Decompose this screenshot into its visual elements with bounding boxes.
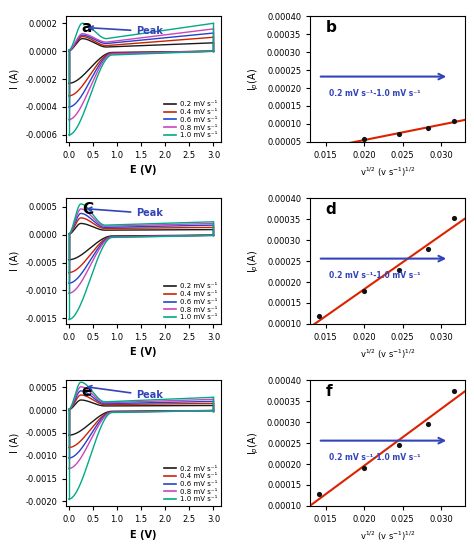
Y-axis label: I$_p$(A): I$_p$(A) (247, 431, 261, 455)
Text: e: e (82, 384, 92, 399)
Point (315, 490, 323, 498)
Point (395, 441, 402, 449)
Y-axis label: I (A): I (A) (10, 251, 20, 271)
Text: Peak: Peak (88, 386, 163, 400)
Text: 0.2 mV s⁻¹-1.0 mV s⁻¹: 0.2 mV s⁻¹-1.0 mV s⁻¹ (328, 453, 420, 462)
Point (424, 245, 432, 254)
Point (315, 145, 323, 153)
Legend: 0.2 mV s⁻¹, 0.4 mV s⁻¹, 0.6 mV s⁻¹, 0.8 mV s⁻¹, 1.0 mV s⁻¹: 0.2 mV s⁻¹, 0.4 mV s⁻¹, 0.6 mV s⁻¹, 0.8 … (164, 101, 217, 138)
Text: b: b (326, 20, 337, 35)
Y-axis label: I$_p$(A): I$_p$(A) (247, 250, 261, 273)
Legend: 0.2 mV s⁻¹, 0.4 mV s⁻¹, 0.6 mV s⁻¹, 0.8 mV s⁻¹, 1.0 mV s⁻¹: 0.2 mV s⁻¹, 0.4 mV s⁻¹, 0.6 mV s⁻¹, 0.8 … (164, 466, 217, 503)
Point (450, 386, 458, 395)
Text: f: f (326, 384, 332, 399)
X-axis label: E (V): E (V) (130, 348, 157, 357)
Text: Peak: Peak (88, 207, 163, 218)
Y-axis label: I$_p$(A): I$_p$(A) (247, 67, 261, 91)
Point (360, 464, 368, 473)
Y-axis label: I (A): I (A) (10, 433, 20, 453)
Point (424, 420, 432, 429)
Text: 0.2 mV s⁻¹-1.0 mV s⁻¹: 0.2 mV s⁻¹-1.0 mV s⁻¹ (328, 271, 420, 280)
X-axis label: v$^{1/2}$ (v s$^{-1}$)$^{1/2}$: v$^{1/2}$ (v s$^{-1}$)$^{1/2}$ (360, 348, 415, 361)
Point (360, 135, 368, 144)
X-axis label: E (V): E (V) (130, 529, 157, 540)
Point (395, 266, 402, 275)
Point (315, 312, 323, 321)
X-axis label: v$^{1/2}$ (v s$^{-1}$)$^{1/2}$: v$^{1/2}$ (v s$^{-1}$)$^{1/2}$ (360, 529, 415, 543)
Text: Peak: Peak (89, 26, 163, 36)
Text: d: d (326, 202, 337, 217)
Legend: 0.2 mV s⁻¹, 0.4 mV s⁻¹, 0.6 mV s⁻¹, 0.8 mV s⁻¹, 1.0 mV s⁻¹: 0.2 mV s⁻¹, 0.4 mV s⁻¹, 0.6 mV s⁻¹, 0.8 … (164, 283, 217, 320)
Y-axis label: I (A): I (A) (10, 69, 20, 89)
Point (395, 129, 402, 138)
X-axis label: E (V): E (V) (130, 165, 157, 176)
X-axis label: v$^{1/2}$ (v s$^{-1}$)$^{1/2}$: v$^{1/2}$ (v s$^{-1}$)$^{1/2}$ (360, 165, 415, 179)
Point (360, 287, 368, 295)
Point (450, 214, 458, 223)
Text: a: a (82, 20, 92, 35)
Text: C: C (82, 202, 93, 217)
Text: 0.2 mV s⁻¹-1.0 mV s⁻¹: 0.2 mV s⁻¹-1.0 mV s⁻¹ (328, 89, 420, 98)
Point (450, 117, 458, 126)
Point (424, 124, 432, 133)
